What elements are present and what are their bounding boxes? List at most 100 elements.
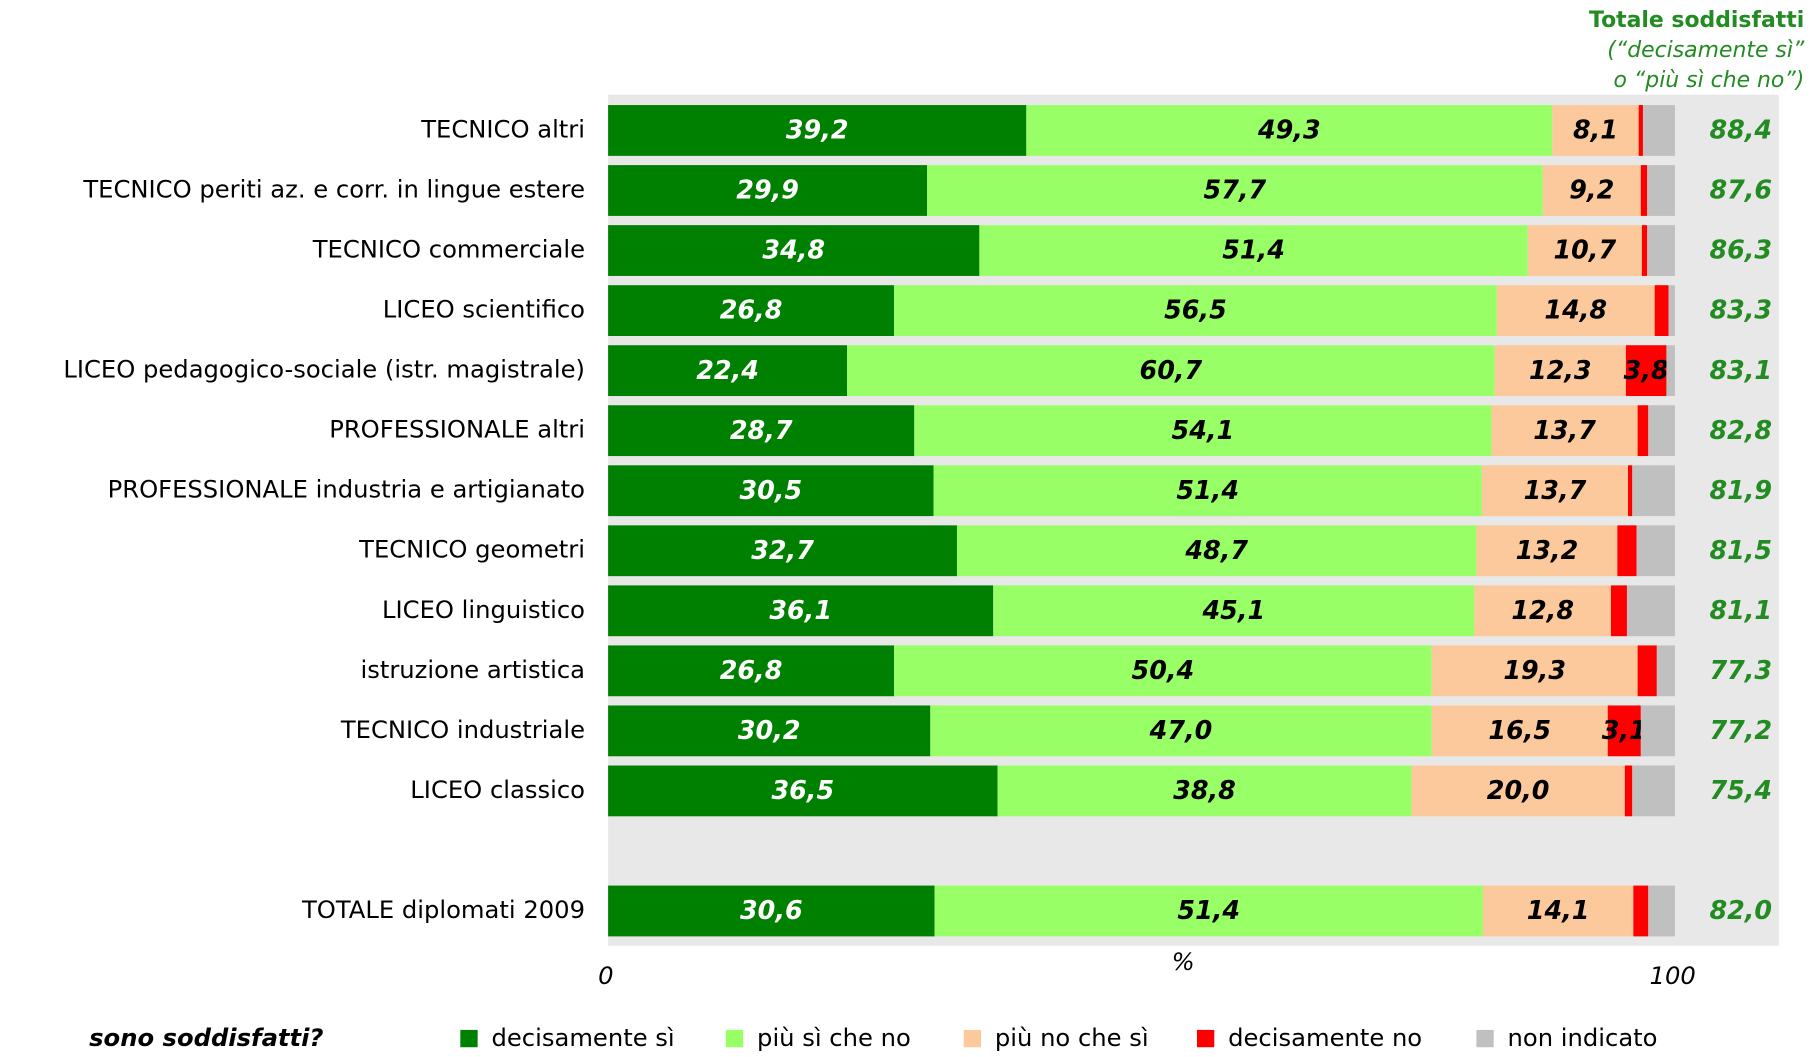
bar-segment: [1610, 585, 1627, 637]
bar-segment: [608, 465, 934, 517]
value-label: 30,5: [739, 475, 802, 505]
bar-segment: [1647, 225, 1675, 276]
bar-segment: [1491, 405, 1638, 457]
value-label: 47,0: [1149, 715, 1213, 745]
value-label: 13,2: [1516, 535, 1579, 565]
value-label: 14,1: [1527, 895, 1590, 925]
bar-segment: [1632, 765, 1675, 817]
total-label: 83,3: [1709, 295, 1772, 325]
value-label: 3,8: [1624, 355, 1669, 385]
bar-segment: [608, 885, 935, 937]
value-label: 8,1: [1573, 115, 1618, 145]
bar-segment: [1494, 345, 1626, 397]
value-label: 34,8: [762, 235, 825, 265]
value-label: 36,1: [769, 595, 832, 625]
total-label: 82,8: [1709, 415, 1772, 445]
bar-segment: [1482, 885, 1634, 937]
value-label: 57,7: [1204, 175, 1267, 205]
value-label: 13,7: [1524, 475, 1587, 505]
category-label: LICEO classico: [410, 775, 585, 804]
total-label: 86,3: [1709, 235, 1772, 265]
x-axis-label: %: [1172, 947, 1195, 976]
value-label: 13,7: [1533, 415, 1596, 445]
value-label: 45,1: [1201, 595, 1265, 625]
value-label: 30,2: [738, 715, 801, 745]
bar-segment: [956, 525, 1477, 577]
bar-segment: [1527, 225, 1642, 276]
bar-segment: [1640, 165, 1648, 216]
bar-segment: [1638, 105, 1643, 156]
bar-segment: [1626, 585, 1675, 637]
bar-segment: [1496, 285, 1655, 336]
totals-title: (“decisamente sì”: [1607, 38, 1805, 63]
total-label: 81,5: [1709, 535, 1772, 565]
bar-segment: [1648, 405, 1675, 457]
bar-segment: [1656, 645, 1675, 697]
category-label: TECNICO altri: [420, 114, 585, 143]
bar-segment: [934, 885, 1483, 937]
legend-label: non indicato: [1508, 1023, 1658, 1052]
bar-segment: [930, 705, 1432, 757]
bar-segment: [927, 165, 1543, 216]
bar-segment: [1624, 765, 1633, 817]
value-label: 30,6: [740, 895, 803, 925]
bar-segment: [608, 165, 928, 216]
value-label: 16,5: [1488, 715, 1551, 745]
value-label: 29,9: [736, 175, 799, 205]
bar-segment: [608, 345, 848, 397]
total-label: 83,1: [1709, 355, 1772, 385]
total-label: 81,9: [1709, 475, 1772, 505]
category-label: TECNICO geometri: [358, 535, 585, 564]
bar-segment: [1637, 645, 1657, 697]
bar-segment: [847, 345, 1495, 397]
bar-segment: [979, 225, 1528, 276]
bar-segment: [1474, 585, 1611, 637]
category-label: PROFESSIONALE altri: [329, 415, 585, 444]
bar-segment: [1668, 285, 1675, 336]
value-label: 39,2: [786, 115, 849, 145]
bar-segment: [997, 765, 1412, 817]
bar-segment: [608, 765, 998, 817]
value-label: 12,3: [1529, 355, 1592, 385]
value-label: 38,8: [1173, 775, 1236, 805]
bar-segment: [914, 405, 1492, 457]
total-label: 75,4: [1709, 775, 1772, 805]
bar-segment: [1633, 885, 1649, 937]
total-label: 82,0: [1709, 895, 1772, 925]
bar-segment: [608, 525, 957, 577]
value-label: 54,1: [1172, 415, 1235, 445]
bar-segment: [1411, 765, 1625, 817]
total-label: 77,3: [1709, 655, 1772, 685]
category-label: PROFESSIONALE industria e artigianato: [108, 475, 585, 504]
total-label: 88,4: [1709, 115, 1772, 145]
totals-title: o “più sì che no”): [1614, 68, 1805, 93]
bar-segment: [894, 285, 1497, 336]
value-label: 3,1: [1602, 715, 1647, 745]
legend-title: sono soddisfatti?: [89, 1023, 323, 1052]
total-label: 77,2: [1709, 715, 1772, 745]
x-tick-label: 0: [598, 961, 613, 990]
bar-segment: [1431, 645, 1638, 697]
category-label: LICEO pedagogico-sociale (istr. magistra…: [63, 355, 585, 384]
plot-background: [608, 94, 1779, 946]
bar-segment: [1431, 705, 1608, 757]
bar-segment: [1647, 165, 1675, 216]
category-label: TECNICO periti az. e corr. in lingue est…: [82, 175, 585, 204]
x-tick-label: 100: [1650, 961, 1696, 990]
category-label: TOTALE diplomati 2009: [301, 895, 585, 924]
value-label: 10,7: [1553, 235, 1616, 265]
bar-segment: [1666, 345, 1675, 397]
bar-segment: [608, 225, 980, 276]
value-label: 32,7: [751, 535, 814, 565]
category-label: TECNICO commerciale: [312, 235, 585, 264]
category-label: TECNICO industriale: [340, 715, 585, 744]
value-label: 22,4: [696, 355, 759, 385]
bar-segment: [608, 705, 931, 757]
bar-segment: [933, 465, 1482, 517]
value-label: 12,8: [1511, 595, 1574, 625]
category-label: LICEO linguistico: [382, 595, 585, 624]
bar-segment: [1637, 405, 1649, 457]
bar-segment: [608, 105, 1027, 156]
bar-segment: [608, 405, 915, 457]
bar-segment: [1026, 105, 1553, 156]
